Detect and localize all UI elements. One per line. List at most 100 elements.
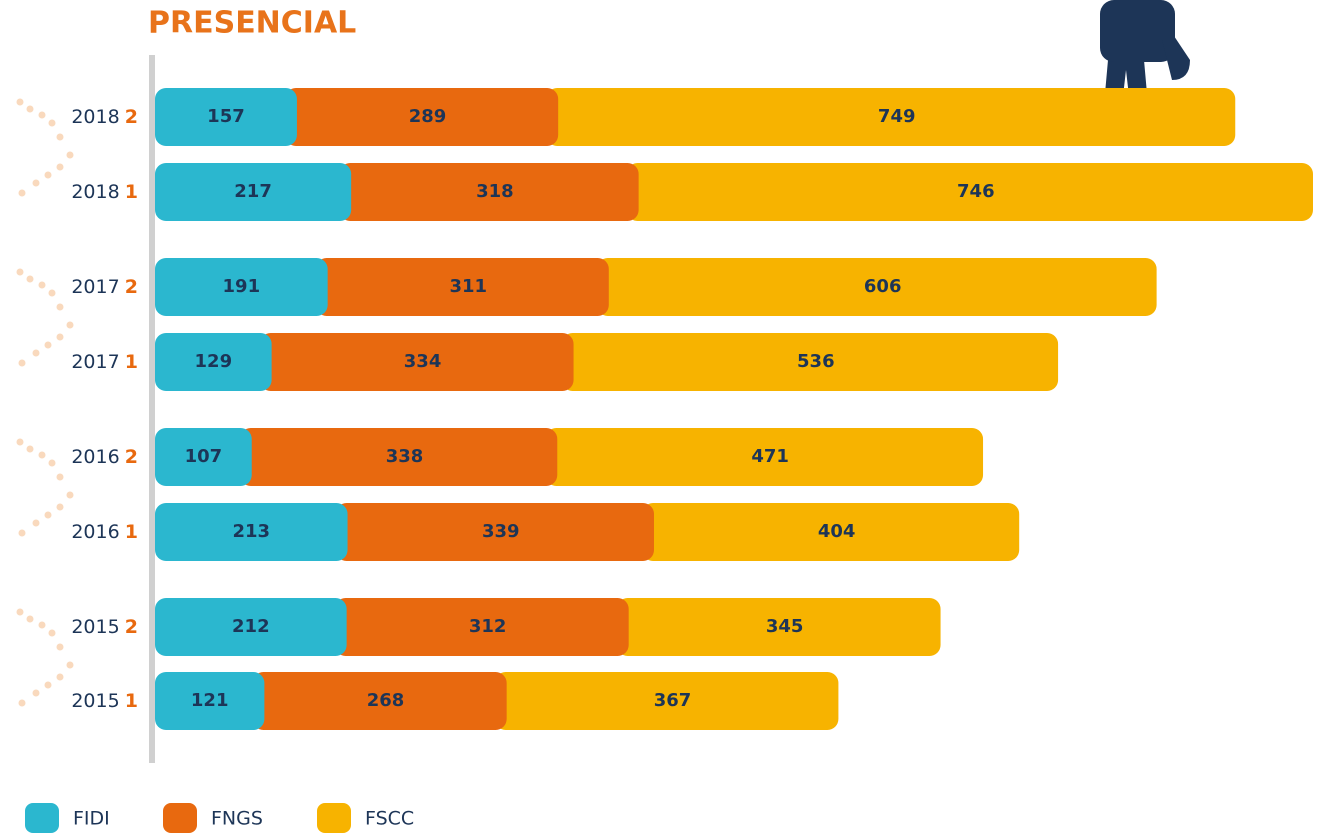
value-label: 345: [766, 616, 804, 637]
value-label: 606: [864, 276, 902, 297]
chart-title: PRESENCIAL: [148, 6, 356, 41]
legend-label: FSCC: [365, 808, 414, 830]
bar-segment: [641, 503, 1020, 561]
decor-dot: [26, 445, 34, 453]
decor-dot: [66, 661, 74, 669]
decor-dot: [32, 689, 40, 697]
category-year: 2016: [71, 521, 119, 543]
category-label: 2018 1: [71, 181, 138, 203]
category-year: 2017: [71, 276, 119, 298]
decor-dot: [48, 289, 56, 297]
decor-dot: [16, 98, 24, 106]
decor-dot: [18, 359, 26, 367]
decor-dot: [32, 179, 40, 187]
legend-swatch: [163, 803, 197, 833]
bar-segment: [546, 88, 1236, 146]
category-semester: 1: [125, 351, 138, 373]
decor-dot: [56, 163, 64, 171]
value-label: 191: [223, 276, 261, 297]
decor-dot: [56, 333, 64, 341]
value-label: 338: [386, 446, 424, 467]
decor-dot: [48, 629, 56, 637]
decor-dot: [32, 349, 40, 357]
category-label: 2018 2: [71, 106, 138, 128]
legend-swatch: [317, 803, 351, 833]
bar-segment: [239, 428, 558, 486]
category-semester: 2: [125, 446, 138, 468]
bar-segment: [155, 428, 252, 486]
bar-segment: [259, 333, 574, 391]
category-semester: 1: [125, 181, 138, 203]
decor-dot: [56, 133, 64, 141]
decor-dot: [16, 438, 24, 446]
decor-dot: [48, 119, 56, 127]
bar-segment: [155, 258, 328, 316]
value-label: 213: [232, 521, 270, 542]
decor-dot: [16, 268, 24, 276]
value-label: 121: [191, 690, 229, 711]
decor-dot: [56, 473, 64, 481]
value-label: 749: [878, 106, 916, 127]
category-label: 2015 1: [71, 690, 138, 712]
value-label: 311: [449, 276, 487, 297]
bar-segment: [155, 503, 348, 561]
category-label: 2016 1: [71, 521, 138, 543]
bar-segment: [155, 88, 297, 146]
decor-dot: [44, 341, 52, 349]
decor-dot: [56, 643, 64, 651]
bar-segment: [494, 672, 839, 730]
category-year: 2015: [71, 690, 119, 712]
category-label: 2017 1: [71, 351, 138, 373]
decor-dot: [38, 621, 46, 629]
category-year: 2015: [71, 616, 119, 638]
category-semester: 1: [125, 690, 138, 712]
decor-dot: [38, 111, 46, 119]
value-label: 471: [751, 446, 789, 467]
decor-dot: [18, 699, 26, 707]
legend-swatch: [25, 803, 59, 833]
bar-segment: [155, 163, 352, 221]
decor-dot: [66, 151, 74, 159]
bar-segment: [626, 163, 1313, 221]
bar-segment: [596, 258, 1157, 316]
value-label: 334: [404, 351, 442, 372]
decor-dot: [56, 303, 64, 311]
bar-segment: [155, 672, 265, 730]
legend-label: FIDI: [73, 808, 110, 830]
decor-dot: [16, 608, 24, 616]
decor-dot: [18, 189, 26, 197]
category-semester: 2: [125, 106, 138, 128]
value-label: 212: [232, 616, 270, 637]
value-label: 157: [207, 106, 245, 127]
bar-segment: [616, 598, 941, 656]
value-label: 129: [195, 351, 233, 372]
bar-segment: [334, 598, 629, 656]
bar-segment: [315, 258, 609, 316]
value-label: 746: [957, 181, 995, 202]
bar-segment: [252, 672, 507, 730]
decor-dot: [26, 275, 34, 283]
decor-dot: [32, 519, 40, 527]
value-label: 312: [469, 616, 507, 637]
value-label: 318: [476, 181, 514, 202]
decor-dot: [48, 459, 56, 467]
bar-segment: [284, 88, 559, 146]
decor-dot: [56, 503, 64, 511]
decor-dot: [18, 529, 26, 537]
decor-dot: [38, 281, 46, 289]
category-semester: 2: [125, 276, 138, 298]
bar-segment: [155, 333, 272, 391]
bar-segment: [155, 598, 347, 656]
value-label: 217: [234, 181, 272, 202]
bar-segment: [339, 163, 639, 221]
value-label: 339: [482, 521, 520, 542]
category-label: 2015 2: [71, 616, 138, 638]
decor-dot: [26, 105, 34, 113]
category-year: 2016: [71, 446, 119, 468]
category-label: 2017 2: [71, 276, 138, 298]
category-year: 2017: [71, 351, 119, 373]
value-label: 289: [409, 106, 447, 127]
decor-dot: [56, 673, 64, 681]
value-label: 107: [185, 446, 223, 467]
